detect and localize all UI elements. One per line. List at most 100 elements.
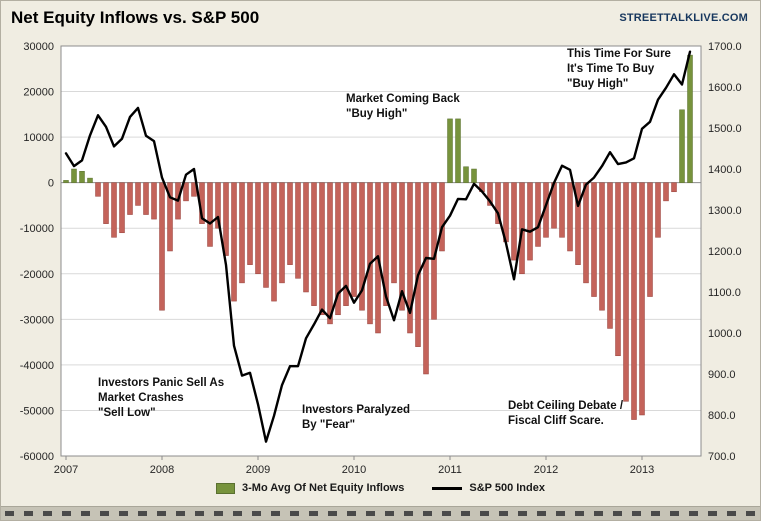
horizontal-scrollbar[interactable]: [1, 506, 760, 520]
legend-swatch-sp500: [432, 486, 463, 490]
legend-label-sp500: S&P 500 Index: [469, 482, 545, 494]
inflow-bar: [591, 182, 597, 297]
inflow-bar: [287, 182, 293, 265]
inflow-bar: [63, 180, 69, 183]
inflow-bar: [407, 182, 413, 334]
x-tick-label: 2012: [534, 464, 558, 476]
inflow-bar: [527, 182, 533, 261]
inflow-bar: [607, 182, 613, 329]
inflow-bar: [255, 182, 261, 275]
inflow-bar: [471, 168, 477, 183]
y-left-tick-label: 20000: [23, 87, 54, 99]
inflow-bar: [167, 182, 173, 252]
annotation-paralyzed-by-fear: Investors Paralyzed By "Fear": [302, 404, 411, 431]
inflow-bar: [351, 182, 357, 297]
x-tick-label: 2013: [630, 464, 654, 476]
inflow-bar: [143, 182, 149, 215]
inflow-bar: [135, 182, 141, 206]
inflow-bar: [327, 182, 333, 325]
inflow-bar: [615, 182, 621, 357]
plot-border: [60, 45, 702, 457]
inflow-bar: [623, 182, 629, 402]
x-tick-label: 2010: [342, 464, 366, 476]
annotation-this-time-for-sure: This Time For Sure It's Time To Buy "Buy…: [567, 48, 671, 90]
inflow-bar: [559, 182, 565, 238]
legend-label-inflows: 3-Mo Avg Of Net Equity Inflows: [242, 482, 405, 494]
y-left-tick-label: -30000: [20, 314, 54, 326]
y-left-tick-label: 10000: [23, 132, 54, 144]
inflow-bar: [319, 182, 325, 316]
inflow-bar: [183, 182, 189, 202]
inflow-bar: [631, 182, 637, 420]
annotation-debt-ceiling: Debt Ceiling Debate / Fiscal Cliff Scare…: [508, 400, 624, 427]
inflow-bar: [207, 182, 213, 247]
x-tick-label: 2008: [150, 464, 174, 476]
inflow-bar: [127, 182, 133, 215]
annotation-market-coming-back: Market Coming Back "Buy High": [346, 93, 460, 120]
y-left-tick-label: 30000: [23, 41, 54, 53]
inflow-bar: [495, 182, 501, 224]
inflow-bar: [271, 182, 277, 302]
y-right-tick-label: 800.0: [708, 410, 736, 422]
sp500-line: [64, 50, 692, 443]
inflow-bar: [79, 171, 85, 183]
annotation-sell-low: Investors Panic Sell As Market Crashes "…: [98, 377, 225, 419]
y-right-tick-label: 1300.0: [708, 205, 742, 217]
inflow-bar: [679, 109, 685, 183]
inflow-bar: [583, 182, 589, 284]
inflow-bar: [415, 182, 421, 347]
inflow-bar: [447, 118, 453, 183]
y-right-tick-label: 700.0: [708, 451, 736, 463]
inflow-bar: [639, 182, 645, 416]
inflow-bar: [567, 182, 573, 252]
inflow-bar: [535, 182, 541, 247]
inflow-bar: [423, 182, 429, 375]
inflow-bar: [367, 182, 373, 325]
inflow-bar: [103, 182, 109, 224]
inflow-bar: [159, 182, 165, 311]
brand-watermark: STREETTALKLIVE.COM: [619, 12, 748, 24]
inflow-bar: [231, 182, 237, 302]
inflow-bar: [311, 182, 317, 306]
x-tick-label: 2007: [54, 464, 78, 476]
inflow-bar: [359, 182, 365, 311]
y-left-tick-label: -10000: [20, 223, 54, 235]
y-right-tick-label: 1000.0: [708, 328, 742, 340]
y-left-tick-label: -60000: [20, 451, 54, 463]
inflow-bar: [303, 182, 309, 293]
y-left-tick-label: 0: [48, 178, 54, 190]
inflow-bar: [599, 182, 605, 311]
y-right-tick-label: 1500.0: [708, 123, 742, 135]
inflow-bar: [391, 182, 397, 284]
inflow-bar: [687, 54, 693, 183]
inflow-bar: [223, 182, 229, 256]
inflow-bar: [511, 182, 517, 261]
y-right-tick-label: 1200.0: [708, 246, 742, 258]
inflow-bar: [87, 177, 93, 183]
inflow-bar: [335, 182, 341, 316]
inflow-bar: [575, 182, 581, 265]
y-right-tick-label: 900.0: [708, 369, 736, 381]
chart-title: Net Equity Inflows vs. S&P 500: [11, 8, 260, 27]
inflow-bar: [239, 182, 245, 284]
y-left-tick-label: -50000: [20, 405, 54, 417]
inflow-bar: [455, 118, 461, 183]
inflow-bar: [279, 182, 285, 284]
y-left-tick-label: -20000: [20, 269, 54, 281]
legend-item-inflows: 3-Mo Avg Of Net Equity Inflows: [216, 482, 404, 494]
inflow-bar: [119, 182, 125, 234]
inflow-bar: [151, 182, 157, 220]
inflow-bar: [295, 182, 301, 279]
inflow-bar: [383, 182, 389, 306]
inflow-bar: [663, 182, 669, 202]
x-tick-label: 2009: [246, 464, 270, 476]
inflow-bar: [71, 168, 77, 183]
chart-legend: 3-Mo Avg Of Net Equity Inflows S&P 500 I…: [1, 480, 760, 496]
x-tick-label: 2011: [438, 464, 462, 476]
inflow-bar: [247, 182, 253, 265]
y-left-tick-label: -40000: [20, 360, 54, 372]
y-right-tick-label: 1700.0: [708, 41, 742, 53]
inflow-bar: [263, 182, 269, 288]
